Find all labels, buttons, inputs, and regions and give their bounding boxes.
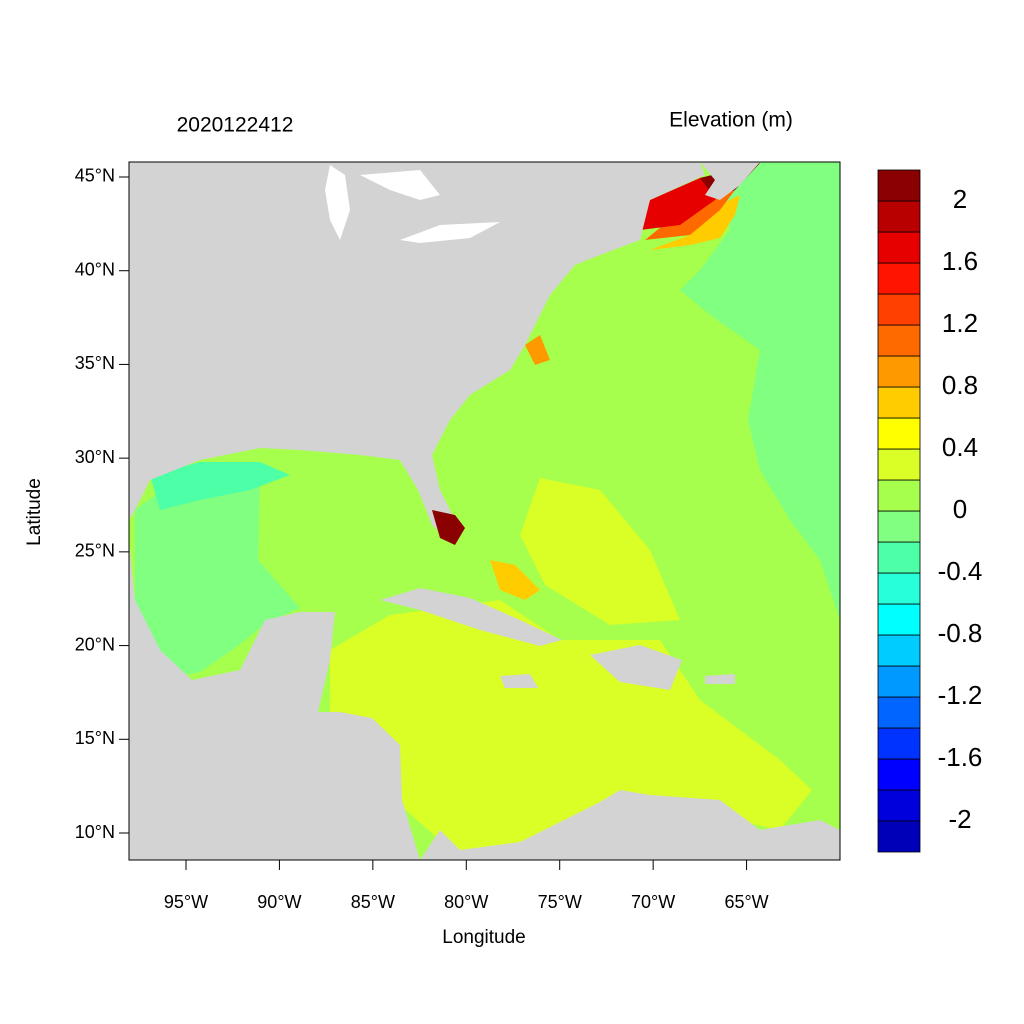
x-tick-label: 65°W [724,892,768,912]
land [500,674,538,688]
x-tick-label: 90°W [257,892,301,912]
colorbar-box [877,603,921,636]
land [700,162,760,200]
colorbar-box [877,727,921,760]
x-tick-label: 85°W [351,892,395,912]
colorbar-box [877,355,921,388]
colorbar-tick-label: -2 [948,804,971,834]
title-right: Elevation (m) [669,109,793,132]
map-field [129,162,840,860]
ocean-region [525,335,550,365]
colorbar-box [877,200,921,233]
colorbar-box [877,231,921,264]
colorbar-box [877,293,921,326]
colorbar-tick-label: -0.8 [938,618,983,648]
colorbar-box [877,820,921,853]
x-axis-label: Longitude [442,927,525,948]
land [705,674,735,684]
y-tick-label: 10°N [75,822,115,842]
y-tick-label: 45°N [75,166,115,186]
y-tick-label: 15°N [75,728,115,748]
colorbar-box [877,386,921,419]
colorbar-tick-label: -1.2 [938,680,983,710]
colorbar-box [877,572,921,605]
title-left: 2020122412 [177,114,294,137]
land [380,588,562,646]
x-tick-label: 80°W [444,892,488,912]
x-tick-label: 95°W [164,892,208,912]
colorbar-box [877,324,921,357]
ocean-region [150,462,290,510]
coastal-surge [432,510,465,545]
y-tick-label: 35°N [75,353,115,373]
colorbar-tick-label: 1.2 [942,308,978,338]
land [129,540,420,860]
ocean-region [680,162,840,620]
lake [360,170,440,200]
colorbar-box [877,789,921,822]
colorbar-box [877,665,921,698]
colorbar-tick-label: -0.4 [938,556,983,586]
land [420,790,840,860]
colorbar-box [877,510,921,543]
colorbar-box [877,758,921,791]
colorbar-tick-label: 0 [953,494,967,524]
colorbar-box [877,479,921,512]
y-tick-label: 25°N [75,541,115,561]
colorbar-tick-label: -1.6 [938,742,983,772]
lake [325,165,350,240]
colorbar-box [877,634,921,667]
land [129,162,705,540]
x-tick-label: 70°W [631,892,675,912]
ocean-region [490,560,540,600]
colorbar-box [877,169,921,202]
colorbar-box [877,262,921,295]
plot-frame [128,161,841,861]
ocean-region [330,600,812,858]
colorbar-box [877,448,921,481]
ocean-region [520,478,680,625]
lake [400,222,500,243]
colorbar-box [877,417,921,450]
y-axis-label: Latitude [24,478,45,546]
colorbar-tick-label: 1.6 [942,246,978,276]
land [590,645,682,690]
colorbar-tick-label: 0.4 [942,432,978,462]
colorbar-box [877,541,921,574]
y-tick-label: 20°N [75,634,115,654]
colorbar-tick-label: 0.8 [942,370,978,400]
x-tick-label: 75°W [538,892,582,912]
y-tick-label: 40°N [75,259,115,279]
colorbar-box [877,696,921,729]
y-tick-label: 30°N [75,447,115,467]
colorbar-tick-label: 2 [953,184,967,214]
ocean-region [135,470,300,676]
